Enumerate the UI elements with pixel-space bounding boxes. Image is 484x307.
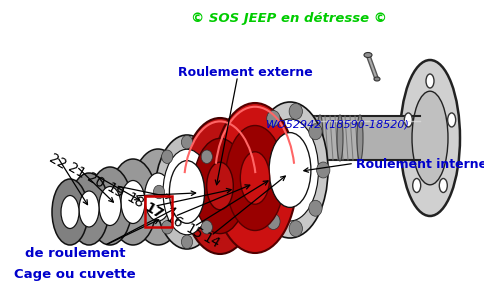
Text: 20: 20 [85, 171, 107, 192]
Text: 16: 16 [163, 211, 185, 231]
Ellipse shape [336, 115, 342, 161]
Ellipse shape [425, 74, 433, 88]
Ellipse shape [144, 173, 171, 221]
Ellipse shape [373, 77, 379, 81]
Ellipse shape [161, 150, 172, 163]
Ellipse shape [261, 119, 318, 221]
Ellipse shape [269, 133, 310, 208]
Ellipse shape [252, 142, 265, 157]
Ellipse shape [88, 167, 132, 245]
Text: 21: 21 [65, 161, 88, 182]
Ellipse shape [206, 162, 233, 210]
Ellipse shape [153, 185, 164, 199]
Ellipse shape [308, 200, 321, 216]
Text: 14: 14 [199, 231, 222, 251]
Ellipse shape [411, 91, 447, 185]
Ellipse shape [182, 118, 257, 254]
Ellipse shape [225, 126, 284, 231]
Ellipse shape [399, 60, 459, 216]
Text: Cage ou cuvette: Cage ou cuvette [15, 268, 136, 281]
Ellipse shape [163, 149, 211, 235]
Text: de roulement: de roulement [25, 247, 125, 260]
Ellipse shape [61, 196, 79, 228]
FancyBboxPatch shape [294, 116, 419, 160]
Ellipse shape [266, 214, 279, 230]
Ellipse shape [316, 162, 329, 178]
Ellipse shape [169, 161, 204, 223]
Ellipse shape [404, 113, 411, 127]
Ellipse shape [79, 191, 99, 227]
Ellipse shape [288, 103, 302, 119]
Text: 18: 18 [123, 191, 146, 212]
Text: Roulement interne: Roulement interne [356, 158, 484, 171]
Ellipse shape [181, 135, 192, 149]
Ellipse shape [356, 115, 362, 161]
Text: 19: 19 [104, 181, 126, 201]
Ellipse shape [201, 220, 212, 234]
Ellipse shape [69, 173, 109, 245]
Ellipse shape [439, 178, 446, 192]
Text: Roulement externe: Roulement externe [177, 66, 312, 79]
Ellipse shape [288, 221, 302, 237]
Ellipse shape [193, 138, 246, 234]
Bar [145, 196, 172, 227]
Ellipse shape [121, 181, 145, 223]
Ellipse shape [252, 182, 265, 198]
Text: 15: 15 [182, 221, 205, 242]
Ellipse shape [155, 135, 219, 249]
Ellipse shape [201, 150, 212, 163]
Ellipse shape [412, 178, 420, 192]
Ellipse shape [161, 220, 172, 234]
Ellipse shape [266, 111, 279, 126]
Text: © SOS JEEP en détresse ©: © SOS JEEP en détresse © [190, 12, 386, 25]
Ellipse shape [252, 102, 327, 238]
Ellipse shape [447, 113, 455, 127]
Text: 17: 17 [142, 200, 166, 222]
Ellipse shape [363, 52, 371, 57]
Ellipse shape [109, 159, 157, 245]
Ellipse shape [240, 152, 269, 204]
Ellipse shape [209, 185, 220, 199]
Ellipse shape [131, 149, 184, 245]
Ellipse shape [52, 179, 88, 245]
Ellipse shape [181, 235, 192, 249]
Ellipse shape [212, 103, 296, 253]
Text: WO52942 (18590-18520): WO52942 (18590-18520) [265, 119, 408, 129]
Ellipse shape [317, 115, 322, 161]
Ellipse shape [99, 186, 121, 226]
Text: 22: 22 [46, 151, 68, 172]
Ellipse shape [308, 124, 321, 140]
